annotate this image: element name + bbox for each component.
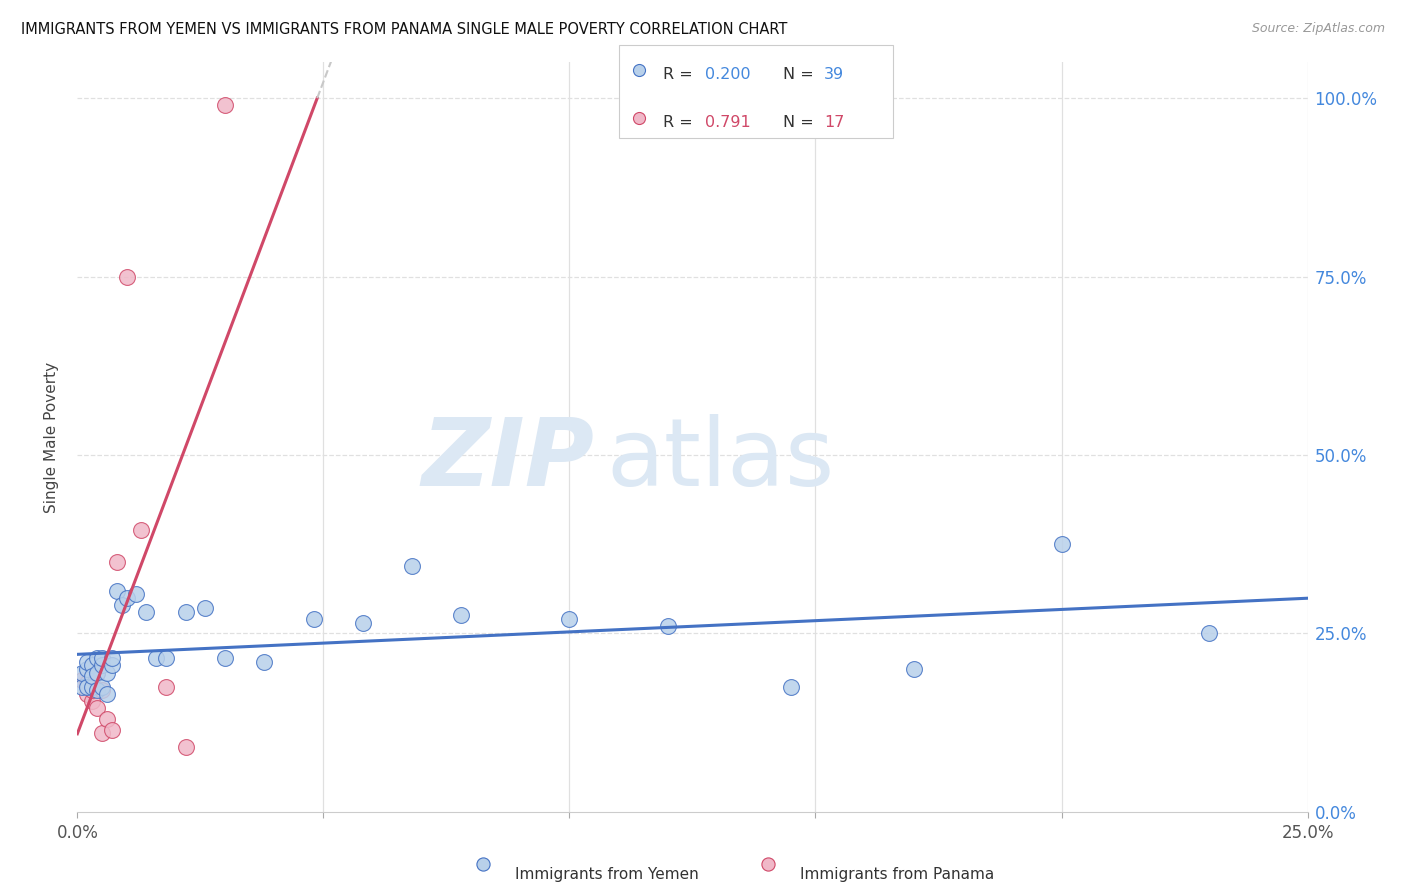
Text: N =: N = [783, 115, 814, 130]
Y-axis label: Single Male Poverty: Single Male Poverty [44, 361, 59, 513]
Point [115, 269, 138, 284]
Point [82, 694, 104, 708]
Text: R =: R = [662, 67, 692, 82]
Text: IMMIGRANTS FROM YEMEN VS IMMIGRANTS FROM PANAMA SINGLE MALE POVERTY CORRELATION : IMMIGRANTS FROM YEMEN VS IMMIGRANTS FROM… [21, 22, 787, 37]
Point [82, 683, 104, 698]
Point [76, 662, 98, 676]
Point [135, 605, 157, 619]
Point [155, 680, 177, 694]
Point [253, 655, 276, 669]
Point [401, 558, 423, 573]
Point [472, 857, 495, 871]
Point [780, 680, 803, 694]
Point [1050, 537, 1073, 551]
Point [86, 651, 108, 665]
Text: 0.200: 0.200 [704, 67, 751, 82]
Point [76, 676, 98, 690]
Point [86, 701, 108, 715]
Point [90, 726, 114, 740]
Point [82, 658, 104, 673]
Point [105, 583, 128, 598]
Point [76, 687, 98, 701]
Point [125, 587, 148, 601]
Text: R =: R = [662, 115, 692, 130]
Point [86, 665, 108, 680]
Text: Source: ZipAtlas.com: Source: ZipAtlas.com [1251, 22, 1385, 36]
Point [101, 658, 124, 673]
Text: N =: N = [783, 67, 814, 82]
Point [70, 665, 93, 680]
Point [70, 680, 93, 694]
Point [101, 651, 124, 665]
Point [628, 111, 651, 125]
Point [558, 612, 581, 626]
Point [111, 598, 132, 612]
Point [96, 665, 118, 680]
Text: Immigrants from Panama: Immigrants from Panama [800, 867, 994, 882]
Point [90, 683, 114, 698]
Point [96, 687, 118, 701]
Point [115, 591, 138, 605]
Text: atlas: atlas [606, 414, 835, 506]
Point [90, 651, 114, 665]
Point [145, 651, 167, 665]
Text: Immigrants from Yemen: Immigrants from Yemen [516, 867, 699, 882]
Point [90, 658, 114, 673]
Point [76, 655, 98, 669]
Point [1198, 626, 1220, 640]
Point [352, 615, 374, 630]
Point [105, 555, 128, 569]
Point [86, 665, 108, 680]
Point [86, 683, 108, 698]
Point [76, 680, 98, 694]
Text: 17: 17 [824, 115, 845, 130]
Point [174, 740, 197, 755]
Point [131, 523, 153, 537]
Point [96, 712, 118, 726]
Point [90, 680, 114, 694]
Text: 39: 39 [824, 67, 845, 82]
Text: 0.791: 0.791 [704, 115, 751, 130]
Point [302, 612, 325, 626]
Point [214, 98, 236, 112]
Point [214, 651, 236, 665]
Point [82, 669, 104, 683]
Point [70, 673, 93, 687]
Point [657, 619, 679, 633]
Text: ZIP: ZIP [422, 414, 595, 506]
Point [903, 662, 925, 676]
Point [82, 680, 104, 694]
Point [756, 857, 779, 871]
Point [155, 651, 177, 665]
Point [101, 723, 124, 737]
Point [174, 605, 197, 619]
Point [194, 601, 217, 615]
Point [450, 608, 472, 623]
Point [628, 62, 651, 77]
